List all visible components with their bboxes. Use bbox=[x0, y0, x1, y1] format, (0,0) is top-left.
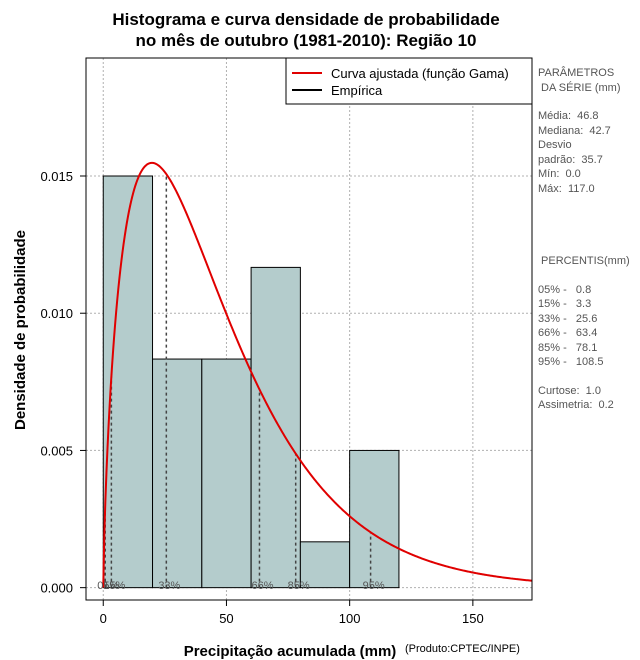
chart-title-line-2: no mês de outubro (1981-2010): Região 10 bbox=[135, 31, 476, 50]
stat-skewness: Assimetria: 0.2 bbox=[538, 399, 614, 411]
legend-label-empirical: Empírica bbox=[331, 83, 383, 98]
percentil-15: 15% - 3.3 bbox=[538, 298, 592, 310]
legend-label-curve: Curva ajustada (função Gama) bbox=[331, 66, 509, 81]
x-axis: 0 50 100 150 bbox=[100, 600, 484, 626]
legend-box bbox=[285, 57, 533, 105]
stat-max: Máx: 117.0 bbox=[538, 182, 595, 195]
percentile-label: 05% bbox=[97, 580, 119, 592]
x-tick-label: 100 bbox=[339, 611, 361, 626]
percentile-label: 33% bbox=[158, 580, 180, 592]
percentil-85: 85% - 78.1 bbox=[538, 341, 598, 354]
y-tick-label: 0.010 bbox=[40, 306, 73, 321]
params-title: PARÂMETROS bbox=[538, 67, 615, 79]
fitted-gamma-curve bbox=[102, 161, 533, 588]
series-parameters-panel: PARÂMETROS DA SÉRIE (mm) Média: 46.8 Med… bbox=[538, 66, 638, 413]
histogram-bar bbox=[201, 358, 252, 589]
histogram-bars bbox=[102, 175, 400, 589]
y-tick-label: 0.005 bbox=[40, 443, 73, 458]
percentil-66: 66% - 63.4 bbox=[538, 327, 598, 339]
legend: Curva ajustada (função Gama) Empírica bbox=[285, 57, 533, 105]
stat-stddev-label: Desvio bbox=[538, 139, 572, 151]
stat-min: Mín: 0.0 bbox=[538, 168, 581, 180]
stat-median: Mediana: 42.7 bbox=[538, 124, 611, 137]
y-axis-label: Densidade de probabilidade bbox=[12, 230, 29, 430]
percentis-title: PERCENTIS(mm) bbox=[538, 255, 630, 267]
percentile-label: 66% bbox=[251, 580, 273, 592]
x-tick-label: 0 bbox=[100, 611, 107, 626]
y-tick-label: 0.000 bbox=[40, 581, 73, 596]
percentile-labels: 05%15% 33% 66% 85% 95% bbox=[97, 580, 385, 592]
x-axis-label: Precipitação acumulada (mm) bbox=[184, 643, 397, 660]
percentil-33: 33% - 25.6 bbox=[538, 312, 598, 325]
y-tick-label: 0.015 bbox=[40, 169, 73, 184]
x-tick-label: 50 bbox=[219, 611, 233, 626]
y-axis: 0.000 0.005 0.010 0.015 bbox=[40, 169, 86, 596]
percentile-label: 85% bbox=[288, 580, 310, 592]
x-tick-label: 150 bbox=[462, 611, 484, 626]
histogram-bar bbox=[349, 449, 400, 589]
stat-stddev: padrão: 35.7 bbox=[538, 153, 603, 166]
percentile-label: 15% bbox=[103, 580, 125, 592]
credit-label: (Produto:CPTEC/INPE) bbox=[405, 643, 520, 655]
histogram-bar bbox=[152, 358, 203, 589]
params-subtitle: DA SÉRIE (mm) bbox=[538, 81, 621, 94]
chart-title-line-1: Histograma e curva densidade de probabil… bbox=[112, 10, 499, 29]
histogram-bar bbox=[250, 266, 301, 589]
histogram-bar bbox=[299, 541, 351, 589]
percentil-05: 05% - 0.8 bbox=[538, 283, 592, 296]
stat-kurtosis: Curtose: 1.0 bbox=[538, 384, 601, 397]
percentile-label: 95% bbox=[363, 580, 385, 592]
percentil-95: 95% - 108.5 bbox=[538, 356, 604, 368]
stat-mean: Média: 46.8 bbox=[538, 110, 599, 122]
